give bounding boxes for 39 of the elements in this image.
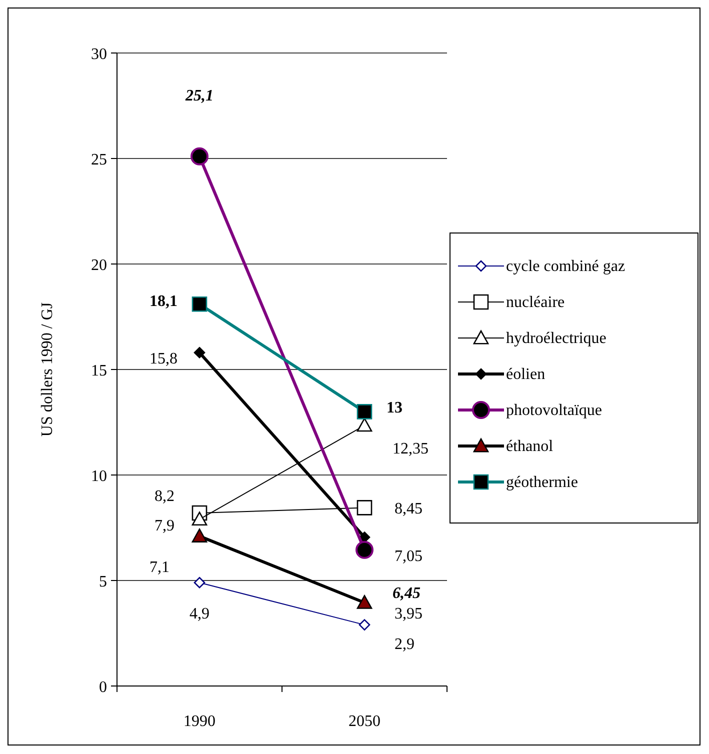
data-label: 7,9 bbox=[154, 517, 174, 534]
y-tick-label: 0 bbox=[99, 679, 107, 696]
data-label: 18,1 bbox=[150, 293, 178, 310]
legend-label: éthanol bbox=[506, 438, 554, 455]
data-label: 15,8 bbox=[150, 350, 178, 368]
point bbox=[356, 540, 374, 559]
data-label: 7,1 bbox=[150, 559, 170, 576]
x-tick-label: 2050 bbox=[348, 713, 380, 730]
data-label: 4,9 bbox=[190, 606, 210, 623]
point bbox=[194, 576, 206, 588]
legend-label: hydroélectrique bbox=[506, 330, 606, 347]
point bbox=[356, 404, 372, 420]
y-tick-label: 20 bbox=[91, 257, 107, 274]
point bbox=[192, 296, 208, 312]
data-label: 25,1 bbox=[184, 87, 214, 104]
data-label: 8,2 bbox=[154, 488, 174, 505]
legend-label: nucléaire bbox=[506, 294, 565, 311]
y-tick-label: 25 bbox=[91, 152, 107, 168]
y-tick-label: 30 bbox=[91, 46, 107, 63]
data-label: 12,35 bbox=[392, 440, 428, 458]
data-label: 13 bbox=[386, 400, 402, 417]
y-tick-label: 10 bbox=[91, 468, 107, 485]
legend-label: géothermie bbox=[506, 474, 578, 491]
point bbox=[194, 346, 206, 358]
legend-label: cycle combiné gaz bbox=[506, 258, 626, 275]
y-axis-title: US dollers 1990 / GJ bbox=[39, 302, 56, 437]
legend-label: photovoltaïque bbox=[506, 402, 602, 419]
point bbox=[356, 500, 372, 516]
y-tick-label: 15 bbox=[91, 362, 107, 380]
legend-label: éolien bbox=[506, 366, 546, 383]
data-label: 3,95 bbox=[394, 606, 422, 623]
x-tick-label: 1990 bbox=[184, 713, 216, 730]
point bbox=[190, 147, 208, 166]
y-tick-label: 5 bbox=[99, 574, 107, 590]
data-label: 2,9 bbox=[394, 636, 414, 653]
data-label: 7,05 bbox=[394, 548, 422, 566]
data-label: 6,45 bbox=[392, 584, 420, 602]
data-label: 8,45 bbox=[394, 500, 422, 518]
point bbox=[358, 619, 370, 630]
